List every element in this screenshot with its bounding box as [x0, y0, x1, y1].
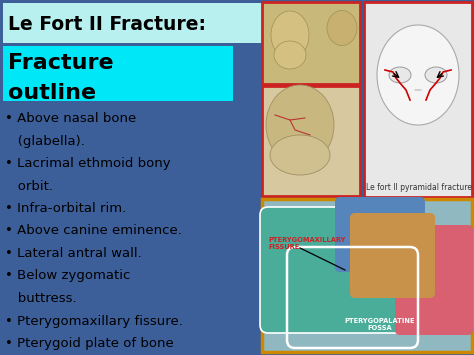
Text: • Above canine eminence.: • Above canine eminence. — [5, 224, 182, 237]
Text: outline: outline — [8, 83, 96, 103]
FancyBboxPatch shape — [350, 213, 435, 298]
Text: PTERYGOPALATINE
FOSSA: PTERYGOPALATINE FOSSA — [345, 318, 415, 331]
Text: • Below zygomatic: • Below zygomatic — [5, 269, 130, 283]
Ellipse shape — [274, 41, 306, 69]
FancyBboxPatch shape — [262, 199, 472, 352]
FancyBboxPatch shape — [260, 207, 406, 333]
Text: (glabella).: (glabella). — [5, 135, 85, 147]
Text: • Lateral antral wall.: • Lateral antral wall. — [5, 247, 142, 260]
Ellipse shape — [425, 67, 447, 83]
FancyBboxPatch shape — [335, 197, 425, 272]
Ellipse shape — [266, 85, 334, 165]
FancyBboxPatch shape — [262, 86, 360, 196]
Text: PTERYGOMAXILLARY
FISSURE: PTERYGOMAXILLARY FISSURE — [268, 237, 346, 250]
Ellipse shape — [271, 11, 309, 59]
Text: • Pterygomaxillary fissure.: • Pterygomaxillary fissure. — [5, 315, 183, 328]
Text: Le Fort II Fracture:: Le Fort II Fracture: — [8, 15, 206, 33]
FancyBboxPatch shape — [364, 2, 472, 197]
FancyBboxPatch shape — [3, 3, 268, 43]
Text: • Pterygoid plate of bone: • Pterygoid plate of bone — [5, 337, 174, 350]
Text: buttress.: buttress. — [5, 292, 77, 305]
Text: • Lacrimal ethmoid bony: • Lacrimal ethmoid bony — [5, 157, 171, 170]
FancyBboxPatch shape — [262, 2, 360, 84]
Text: Le fort II pyramidal fracture: Le fort II pyramidal fracture — [366, 183, 472, 192]
Ellipse shape — [270, 135, 330, 175]
FancyBboxPatch shape — [395, 225, 473, 335]
Text: orbit.: orbit. — [5, 180, 53, 192]
FancyBboxPatch shape — [3, 46, 233, 101]
Text: • Above nasal bone: • Above nasal bone — [5, 112, 136, 125]
Ellipse shape — [377, 25, 459, 125]
Ellipse shape — [327, 11, 357, 45]
Text: Fracture: Fracture — [8, 53, 114, 73]
Ellipse shape — [389, 67, 411, 83]
Text: • Infra-orbital rim.: • Infra-orbital rim. — [5, 202, 126, 215]
